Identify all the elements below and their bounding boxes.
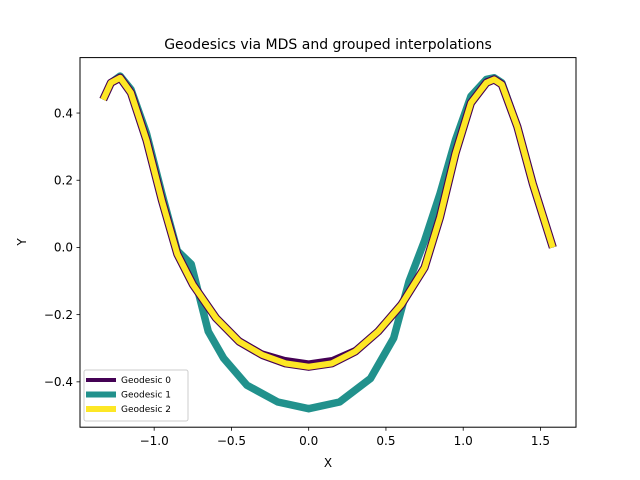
x-tick-label: 0.5 <box>376 434 395 448</box>
x-axis: −1.0 −0.5 0.0 0.5 1.0 1.5 <box>140 427 550 448</box>
y-tick-label: −0.2 <box>44 308 73 322</box>
plot-frame <box>79 57 577 428</box>
x-tick-label: 1.5 <box>531 434 550 448</box>
y-axis: −0.4 −0.2 0.0 0.2 0.4 <box>44 106 80 389</box>
legend-label-geodesic-2: Geodesic 2 <box>121 405 171 415</box>
x-tick-label: −1.0 <box>140 434 169 448</box>
y-tick-label: 0.4 <box>54 106 73 120</box>
y-tick-label: 0.2 <box>54 174 73 188</box>
legend-label-geodesic-1: Geodesic 1 <box>121 391 171 401</box>
y-tick-label: 0.0 <box>54 241 73 255</box>
legend-label-geodesic-0: Geodesic 0 <box>121 376 171 386</box>
x-axis-label: X <box>324 456 332 470</box>
x-tick-label: 1.0 <box>454 434 473 448</box>
y-axis-label: Y <box>15 238 29 247</box>
x-tick-label: 0.0 <box>299 434 318 448</box>
y-tick-label: −0.4 <box>44 375 73 389</box>
legend: Geodesic 0 Geodesic 1 Geodesic 2 <box>83 369 189 422</box>
plot-lines <box>99 72 557 413</box>
x-tick-label: −0.5 <box>217 434 246 448</box>
chart-title: Geodesics via MDS and grouped interpolat… <box>164 37 492 53</box>
series-line-geodesic-2 <box>100 74 556 370</box>
